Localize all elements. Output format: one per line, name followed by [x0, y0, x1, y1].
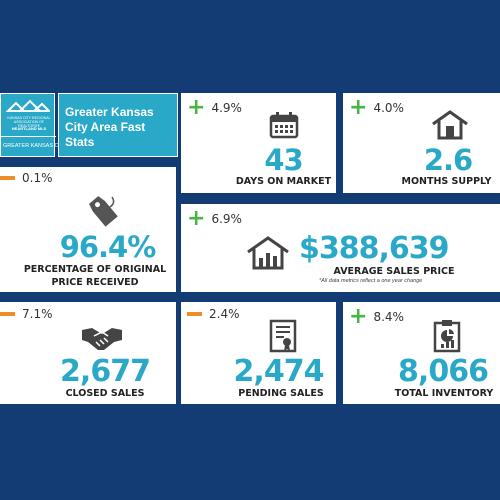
- decrease-icon: [0, 176, 15, 180]
- increase-icon: +: [349, 304, 368, 329]
- total-inventory-change: + 8.4%: [349, 306, 404, 328]
- total-inventory-value: 8,066: [398, 354, 489, 389]
- days-on-market-label: DAYS ON MARKET: [235, 176, 332, 187]
- change-value: 4.9%: [211, 101, 242, 115]
- avg-sales-price-card: + 6.9% $388,639 AVERAGE SALES PRICE *All…: [181, 204, 500, 292]
- total-inventory-label: TOTAL INVENTORY: [394, 388, 494, 399]
- change-value: 7.1%: [22, 307, 53, 321]
- increase-icon: +: [187, 95, 206, 120]
- certificate-icon: [269, 319, 297, 353]
- houses-logo-icon: [6, 99, 50, 112]
- title-block: Greater Kansas City Area Fast Stats: [58, 93, 178, 157]
- logo-line2: ASSOCIATION OF REALTORS®: [13, 120, 45, 128]
- pct-original-price-label-line1: PERCENTAGE OF ORIGINAL: [23, 264, 167, 275]
- logo-line1: KANSAS CITY REGIONAL: [7, 116, 51, 120]
- closed-sales-card: 7.1% 2,677 CLOSED SALES: [0, 302, 176, 404]
- pct-original-price-label-line2: PRICE RECEIVED: [51, 277, 139, 288]
- increase-icon: +: [349, 95, 368, 120]
- page-title: Greater Kansas City Area Fast Stats: [65, 105, 154, 149]
- months-supply-label: MONTHS SUPPLY: [401, 176, 492, 187]
- house-chart-icon: [247, 236, 289, 270]
- pct-original-price-value: 96.4%: [59, 230, 157, 264]
- logo-region: GREATER KANSAS CITY: [3, 143, 68, 149]
- price-tag-icon: [89, 196, 118, 227]
- days-on-market-value: 43: [264, 143, 303, 177]
- closed-sales-label: CLOSED SALES: [65, 388, 145, 399]
- handshake-icon: [82, 328, 122, 350]
- pct-original-price-change: 0.1%: [0, 171, 53, 185]
- days-on-market-card: + 4.9% 43 DAYS ON MARKET: [181, 93, 336, 193]
- decrease-icon: [0, 312, 15, 316]
- change-value: 6.9%: [211, 212, 242, 226]
- decrease-icon: [187, 312, 202, 316]
- months-supply-value: 2.6: [423, 143, 473, 177]
- avg-sales-price-label: AVERAGE SALES PRICE: [333, 266, 455, 277]
- clipboard-chart-icon: [433, 320, 461, 353]
- pending-sales-change: 2.4%: [187, 307, 240, 321]
- days-on-market-change: + 4.9%: [187, 97, 242, 119]
- change-value: 8.4%: [373, 310, 404, 324]
- pending-sales-label: PENDING SALES: [238, 388, 324, 399]
- house-outline-icon: [432, 110, 468, 140]
- logo-divider: [1, 136, 56, 137]
- logo-line3: HEARTLAND MLS: [11, 126, 47, 131]
- months-supply-change: + 4.0%: [349, 97, 404, 119]
- pending-sales-value: 2,474: [233, 354, 325, 389]
- change-value: 2.4%: [209, 307, 240, 321]
- closed-sales-value: 2,677: [60, 354, 151, 389]
- avg-sales-price-change: + 6.9%: [187, 208, 242, 230]
- change-value: 0.1%: [22, 171, 53, 185]
- increase-icon: +: [187, 206, 206, 231]
- calendar-icon: [269, 112, 299, 139]
- pct-original-price-card: 0.1% 96.4% PERCENTAGE OF ORIGINAL PRICE …: [0, 167, 176, 292]
- pending-sales-card: 2.4% 2,474 PENDING SALES: [181, 302, 336, 404]
- data-footnote: *All data metrics reflect a one year cha…: [319, 278, 423, 284]
- months-supply-card: + 4.0% 2.6 MONTHS SUPPLY: [343, 93, 500, 193]
- logo-block: KANSAS CITY REGIONAL ASSOCIATION OF REAL…: [0, 93, 68, 157]
- change-value: 4.0%: [373, 101, 404, 115]
- avg-sales-price-value: $388,639: [299, 231, 450, 266]
- closed-sales-change: 7.1%: [0, 307, 53, 321]
- total-inventory-card: + 8.4% 8,066 TOTAL INVENTORY: [343, 302, 500, 404]
